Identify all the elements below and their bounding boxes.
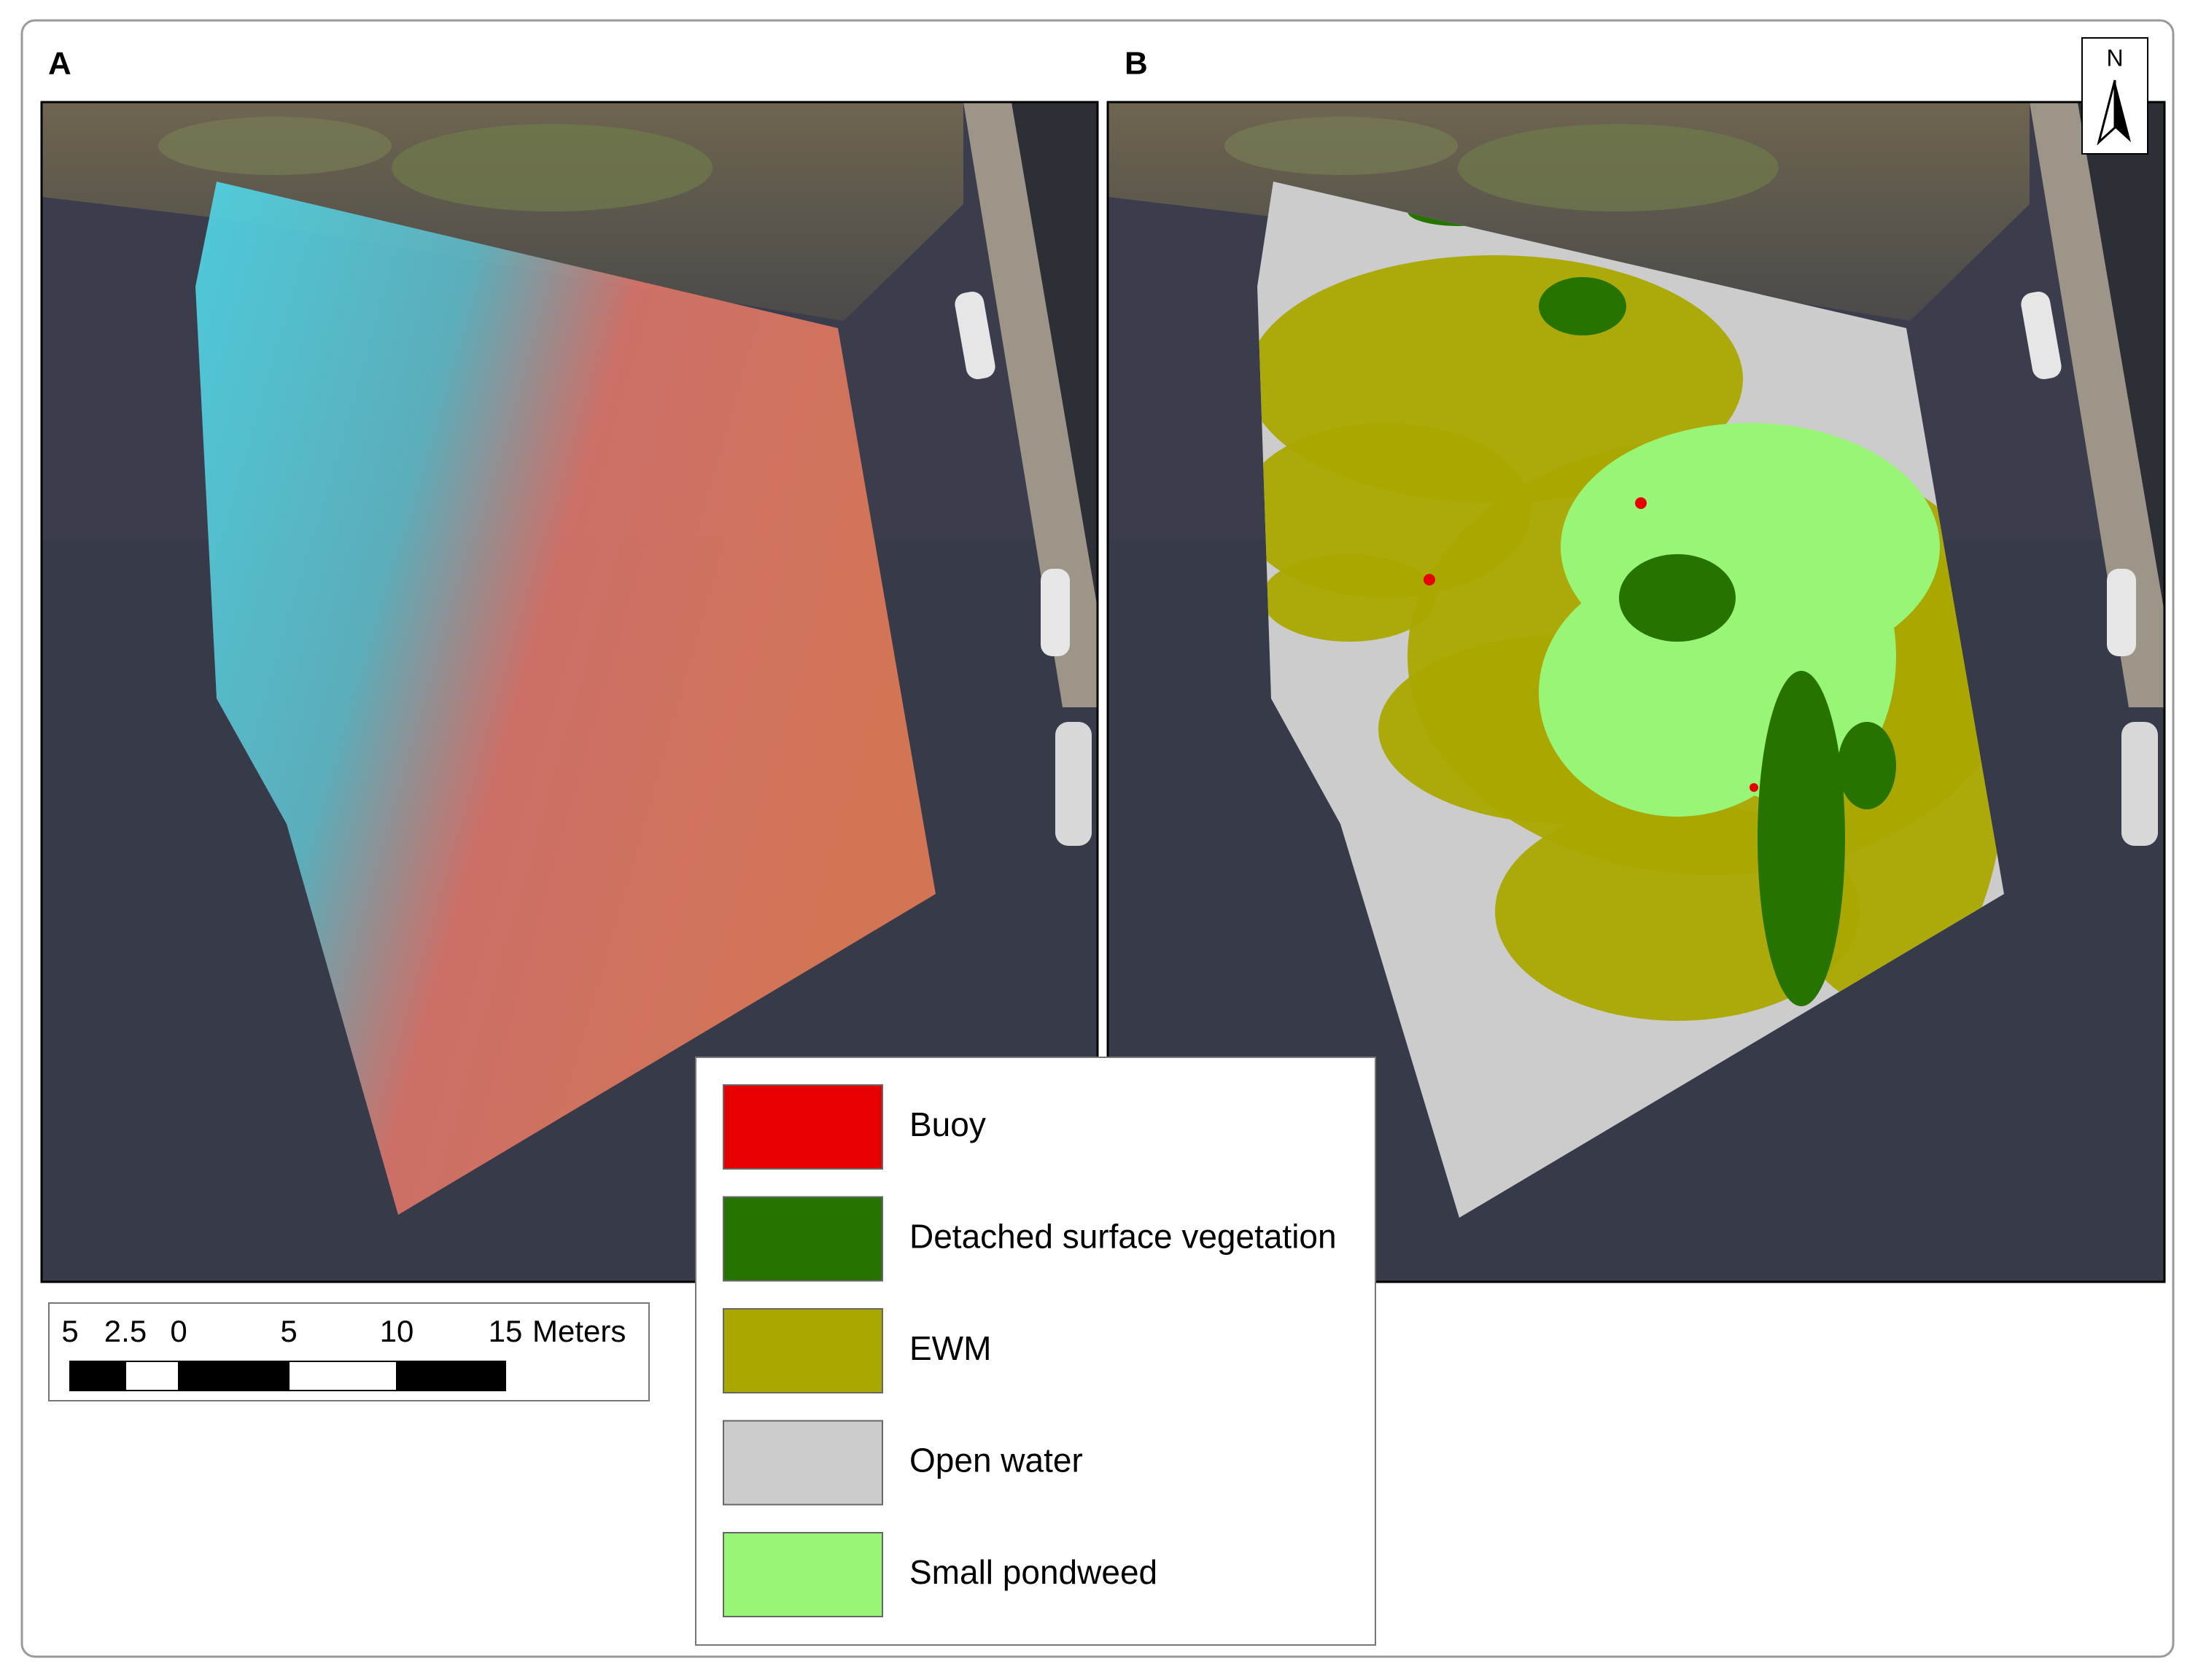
legend-swatch [723,1420,883,1506]
scale-segment [288,1361,397,1391]
class-patch [1539,277,1626,335]
scale-segment [396,1361,506,1391]
class-patch [1619,554,1736,642]
panel-b-map [1108,102,2164,1282]
panel-a-frame [40,101,1099,1283]
scale-segment [69,1361,126,1391]
class-patch [1635,497,1647,509]
class-patch [1750,783,1758,792]
legend-label: EWM [909,1329,991,1367]
class-patch [1262,554,1437,642]
legend-swatch [723,1308,883,1393]
scale-label: 2.5 [104,1314,147,1348]
legend-label: Small pondweed [909,1553,1157,1591]
panel-a-map [42,102,1098,1282]
legend-label: Detached surface vegetation [909,1218,1337,1256]
panel-b-frame [1106,101,2166,1283]
class-patch [1758,671,1845,1006]
scale-label: 5 [61,1314,78,1348]
panel-label: B [1125,46,1148,82]
legend-swatch [723,1084,883,1170]
scale-bar: 5 2.5 0 5 10 15 Meters [48,1302,650,1401]
legend-swatch [723,1196,883,1282]
legend-label: Buoy [909,1105,986,1143]
legend-swatch [723,1532,883,1617]
class-patch [1424,574,1435,586]
scale-label: 15 [489,1314,523,1348]
scale-label: 10 [380,1314,414,1348]
image-overlay [195,182,936,1215]
class-patch [1838,722,1896,809]
legend-label: Open water [909,1442,1083,1479]
panel-label: A [48,46,71,82]
north-arrow: N [2081,37,2148,155]
legend: Buoy Detached surface vegetation EWM Open w… [695,1057,1376,1646]
classification [1257,182,2004,1218]
scale-label: 0 [170,1314,187,1348]
scale-segment [125,1361,179,1391]
north-label: N [2106,44,2123,71]
scale-label: 5 [280,1314,297,1348]
scale-unit: Meters [532,1314,626,1348]
scale-segment [178,1361,290,1391]
